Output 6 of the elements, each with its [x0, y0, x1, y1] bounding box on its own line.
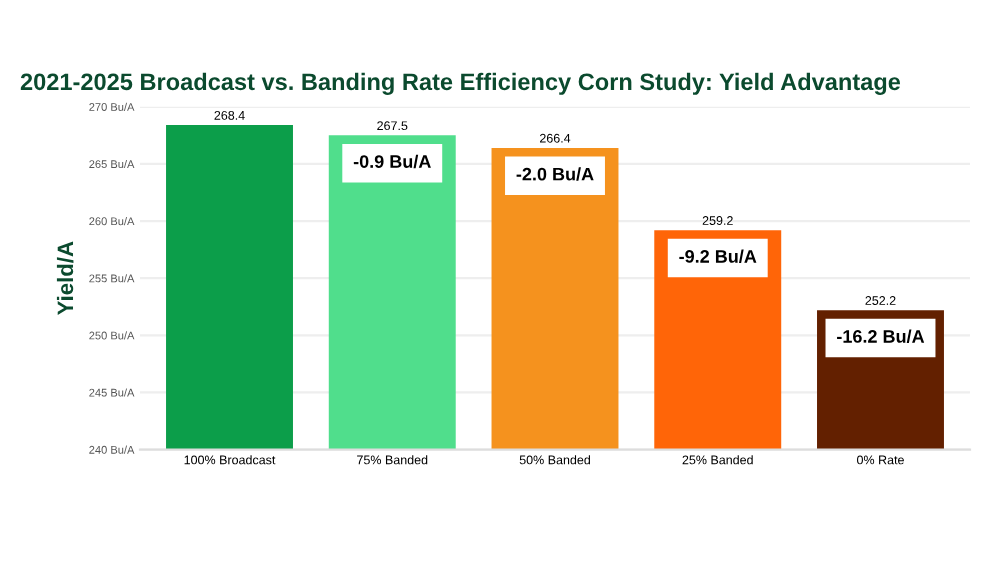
- annotation: -9.2 Bu/A: [679, 249, 757, 263]
- annotation: -16.2 Bu/A: [837, 329, 925, 343]
- annotation: -0.9 Bu/A: [353, 154, 431, 169]
- chart-title: 2021-2025 Broadcast vs. Banding Rate Efficiency Corn Study: Yield Advantage: [20, 72, 901, 95]
- annotation: -2.0 Bu/A: [516, 167, 594, 181]
- y-axis-title: Yield/A: [56, 241, 74, 316]
